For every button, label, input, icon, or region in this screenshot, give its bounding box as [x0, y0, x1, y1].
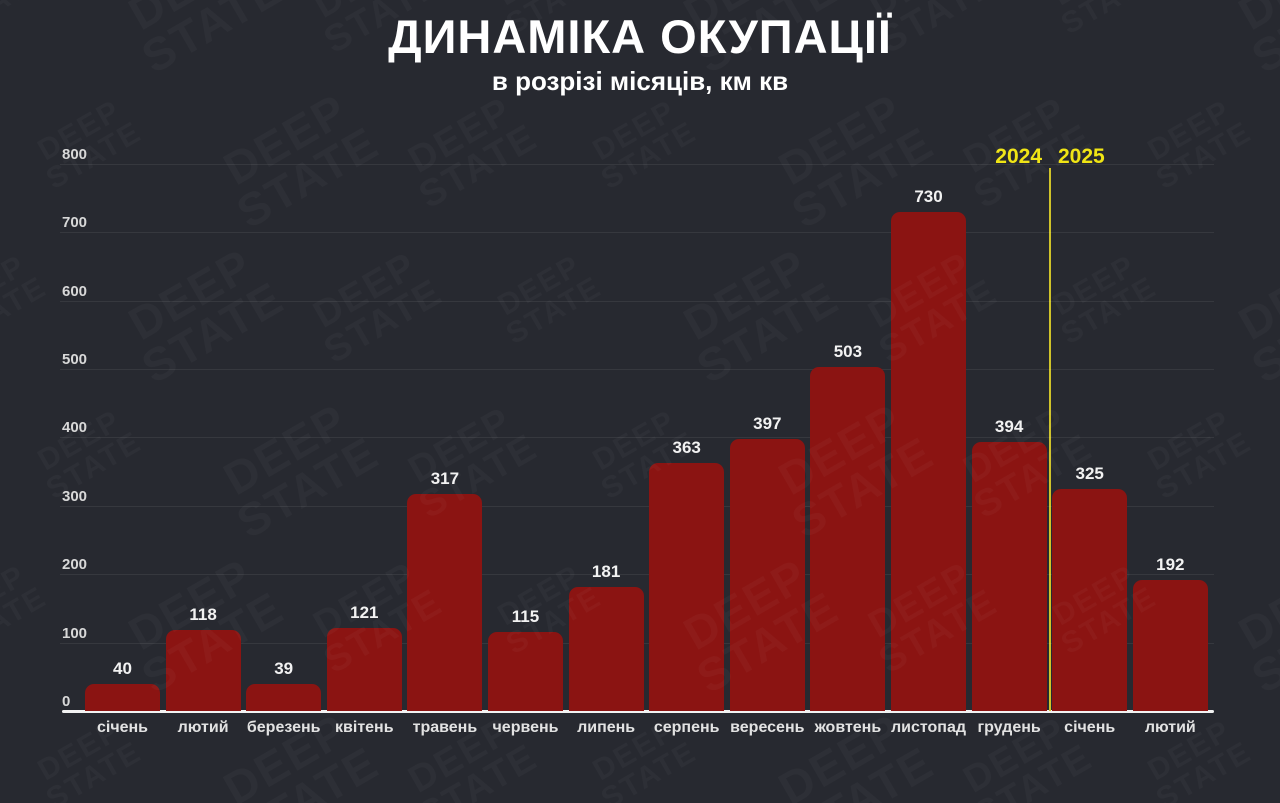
year-divider-line — [1049, 168, 1051, 711]
x-axis-month-label: серпень — [653, 719, 720, 736]
x-axis-month-label: лютий — [177, 719, 229, 736]
bar-квітень-3 — [326, 628, 402, 711]
year-label-2025: 2025 — [1058, 145, 1105, 168]
bar-value-label: 394 — [994, 416, 1024, 436]
gridline-300 — [60, 505, 1214, 507]
bar-січень-12 — [1052, 488, 1128, 711]
bar-січень-0 — [85, 683, 160, 711]
y-axis-tick-label: 0 — [62, 693, 71, 710]
bar-value-label: 317 — [430, 469, 460, 489]
chart-subtitle: в розрізі місяців, км кв — [491, 66, 789, 97]
y-axis-tick-label: 600 — [62, 282, 88, 300]
bar-value-label: 118 — [189, 605, 217, 625]
y-axis-tick-label: 100 — [62, 624, 88, 642]
bar-value-label: 115 — [511, 607, 540, 627]
gridline-200 — [60, 574, 1214, 576]
y-axis-tick-label: 700 — [62, 214, 88, 232]
chart-header: ДИНАМІКА ОКУПАЦІЇ в розрізі місяців, км … — [0, 10, 1280, 97]
gridline-700 — [60, 232, 1214, 234]
y-axis-tick-label: 500 — [62, 351, 88, 368]
gridline-400 — [60, 437, 1214, 439]
bar-березень-2 — [246, 684, 322, 711]
bar-серпень-7 — [649, 462, 725, 711]
bar-value-label: 192 — [1156, 554, 1185, 574]
bar-value-label: 730 — [914, 186, 943, 206]
x-axis-month-label: листопад — [890, 719, 966, 736]
x-axis-month-label: травень — [412, 719, 478, 736]
bar-листопад-10 — [891, 211, 966, 711]
bar-value-label: 40 — [113, 658, 132, 678]
x-axis-month-label: квітень — [335, 719, 394, 736]
bar-жовтень-9 — [810, 366, 886, 711]
bar-value-label: 363 — [672, 437, 701, 457]
x-axis-month-label: вересень — [730, 719, 805, 736]
bar-лютий-1 — [165, 630, 241, 711]
y-axis-tick-label: 200 — [62, 556, 88, 574]
x-axis-baseline — [62, 710, 1214, 713]
x-axis-month-label: лютий — [1144, 719, 1196, 736]
bar-грудень-11 — [971, 441, 1047, 711]
bar-липень-6 — [568, 587, 644, 711]
x-axis-month-label: грудень — [977, 719, 1041, 736]
gridline-600 — [60, 300, 1214, 302]
x-axis-month-label: жовтень — [814, 719, 882, 736]
bar-value-label: 503 — [833, 341, 863, 361]
bar-value-label: 325 — [1075, 463, 1104, 483]
x-axis-month-label: січень — [96, 719, 149, 736]
bar-вересень-8 — [729, 439, 805, 711]
x-axis-month-label: січень — [1064, 719, 1116, 736]
x-axis-month-label: березень — [246, 719, 321, 736]
chart-title: ДИНАМІКА ОКУПАЦІЇ — [388, 10, 892, 63]
bar-value-label: 39 — [274, 659, 294, 679]
x-axis-month-label: червень — [492, 719, 559, 736]
gridline-800 — [60, 163, 1214, 165]
y-axis-tick-label: 300 — [62, 487, 88, 505]
bar-value-label: 121 — [350, 603, 379, 623]
bar-value-label: 397 — [753, 414, 782, 434]
bar-value-label: 181 — [591, 562, 621, 582]
x-axis-month-label: липень — [577, 719, 636, 736]
bar-травень-4 — [407, 494, 483, 711]
y-axis-tick-label: 400 — [62, 419, 88, 437]
year-label-2024: 2024 — [995, 145, 1042, 168]
bar-лютий-13 — [1132, 579, 1208, 711]
bar-червень-5 — [488, 632, 563, 711]
y-axis-tick-label: 800 — [62, 145, 88, 163]
gridline-500 — [60, 369, 1214, 370]
